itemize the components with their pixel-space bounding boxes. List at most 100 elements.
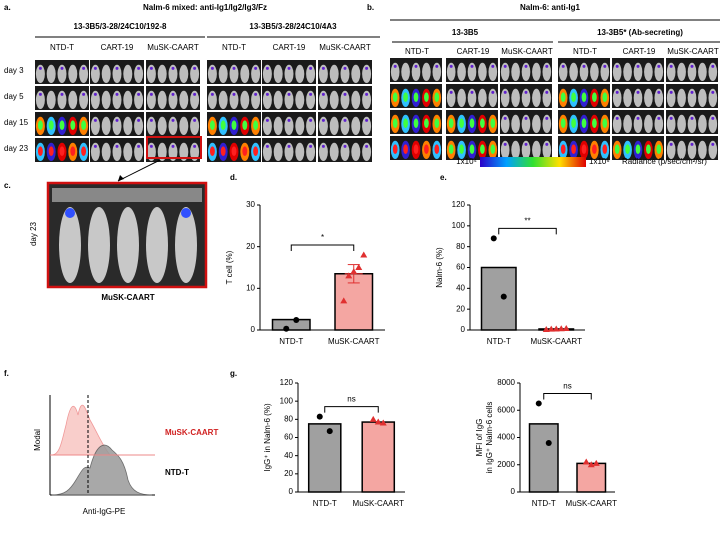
point [355, 264, 363, 270]
signal [93, 66, 97, 70]
significance-bracket [543, 392, 592, 400]
signal [625, 144, 630, 154]
mouse [46, 64, 56, 84]
signal [115, 92, 119, 96]
signal [545, 142, 549, 146]
signal [669, 142, 673, 146]
signal [459, 118, 464, 128]
mouse [90, 116, 100, 136]
y-tick-label: 0 [251, 325, 256, 334]
mouse [157, 116, 167, 136]
signal [210, 92, 214, 96]
signal [459, 144, 464, 154]
point [345, 272, 353, 279]
significance-bracket [324, 406, 379, 413]
mouse [488, 62, 498, 82]
signal [656, 144, 662, 154]
legend-entry: NTD-T [165, 468, 189, 477]
mouse [251, 64, 261, 84]
row-label: day 5 [4, 92, 24, 101]
mouse [677, 88, 686, 108]
signal [171, 118, 175, 122]
signal [321, 66, 325, 70]
signal [413, 92, 419, 102]
y-tick-label: 100 [452, 221, 466, 230]
point [360, 251, 368, 258]
bar [361, 421, 396, 493]
signal [48, 146, 54, 156]
signal [231, 146, 237, 156]
point [545, 439, 552, 446]
mouse [190, 116, 200, 136]
signal [181, 208, 191, 218]
signal [524, 116, 528, 120]
mouse [207, 64, 217, 84]
signal [690, 116, 694, 120]
signal [524, 90, 528, 94]
y-tick-label: 0 [511, 487, 516, 496]
mouse [134, 64, 144, 84]
arrowhead [118, 175, 124, 181]
mouse [218, 64, 228, 84]
bar [480, 266, 517, 331]
point [326, 428, 333, 435]
signal [636, 116, 640, 120]
signal [581, 118, 587, 128]
mouse [329, 90, 339, 110]
mouse [633, 114, 643, 134]
mouse [340, 64, 350, 84]
mouse [146, 64, 156, 84]
signal [561, 64, 565, 68]
y-tick-label: 4000 [497, 433, 515, 442]
signal [210, 66, 214, 70]
histogram-musk [51, 404, 152, 456]
arrow [117, 159, 161, 182]
signal [193, 118, 197, 122]
panel-label: a. [4, 3, 11, 12]
scale-min: 1x10⁴ [456, 157, 477, 166]
point [316, 413, 323, 420]
point [293, 317, 300, 323]
mouse [623, 88, 632, 108]
signal [149, 144, 153, 148]
significance-bracket [498, 227, 557, 235]
signal [60, 92, 64, 96]
signal [365, 144, 369, 148]
row-label: day 23 [4, 144, 29, 153]
panel-title: Nalm-6 mixed: anti-Ig1/Ig2/Ig3/Fz [143, 3, 267, 12]
signal [149, 92, 153, 96]
mouse [666, 88, 676, 108]
signal [37, 146, 43, 156]
signal [231, 120, 237, 130]
signal [137, 118, 141, 122]
signal [403, 144, 408, 154]
mouse [488, 88, 498, 108]
point [490, 235, 497, 242]
mouse [362, 116, 372, 136]
signal [669, 90, 673, 94]
signal [287, 144, 291, 148]
signal [115, 66, 119, 70]
mouse [500, 88, 510, 108]
mouse [240, 64, 250, 84]
signal [365, 66, 369, 70]
mouse [569, 62, 578, 82]
mouse [123, 90, 133, 110]
signal [711, 142, 715, 146]
signal [321, 144, 325, 148]
signal [448, 144, 454, 154]
y-tick-label: 60 [456, 263, 465, 272]
mouse [157, 90, 167, 110]
signal [115, 144, 119, 148]
mouse [558, 62, 568, 82]
signal [469, 118, 475, 128]
signal [321, 118, 325, 122]
mouse [579, 62, 589, 82]
signal [232, 66, 236, 70]
mouse [708, 62, 718, 82]
signal [592, 92, 597, 102]
point [350, 268, 358, 275]
signal [38, 66, 42, 70]
mouse [687, 114, 697, 134]
signal [635, 144, 641, 154]
